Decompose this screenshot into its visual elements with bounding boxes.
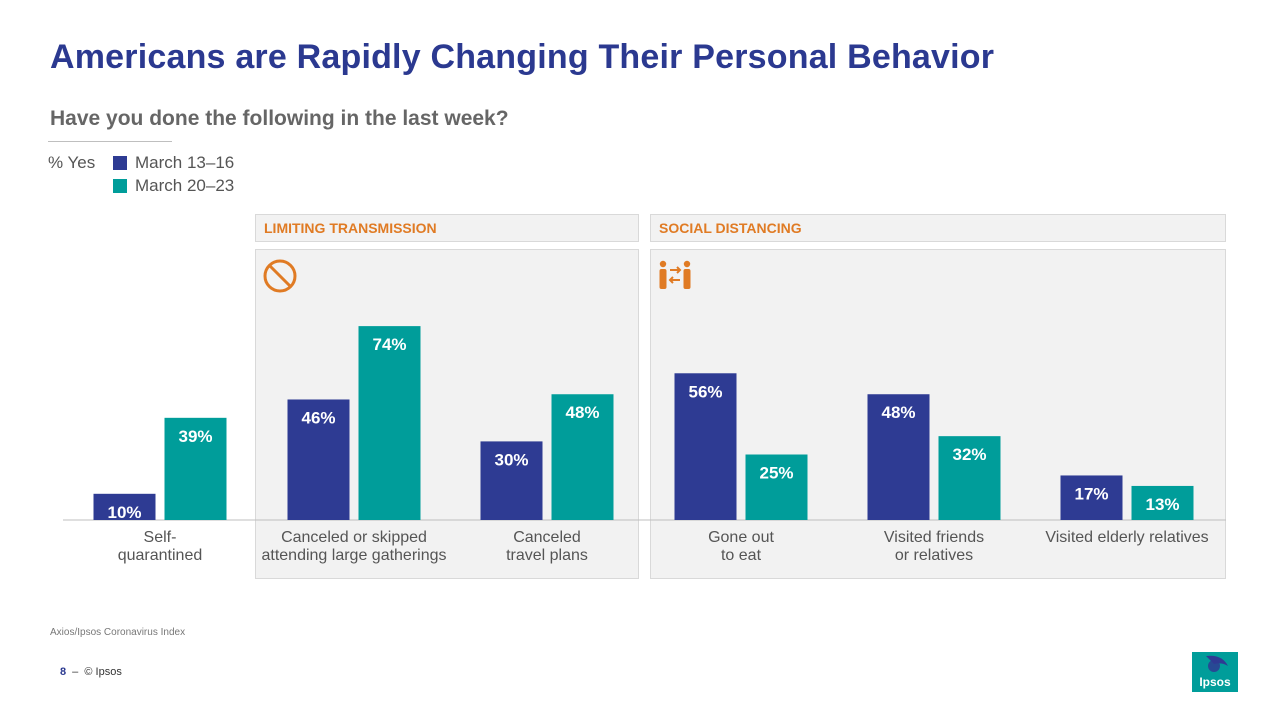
page-number: 8 (60, 666, 67, 678)
bar-value-label: 13% (1145, 495, 1179, 514)
bar (1060, 475, 1123, 520)
bar-value-label: 74% (372, 335, 406, 354)
legend-divider (48, 141, 172, 142)
copyright: © Ipsos (84, 666, 122, 678)
category-label: Canceled travel plans (506, 529, 588, 564)
legend-label: March 13–16 (135, 153, 235, 172)
category-label: Gone out to eat (708, 529, 774, 564)
bar (164, 417, 227, 520)
bar (867, 394, 930, 520)
prohibited-icon (263, 259, 297, 293)
bar-value-label: 39% (178, 427, 212, 446)
logo-text: Ipsos (1199, 675, 1231, 689)
bar-value-label: 32% (952, 445, 986, 464)
ipsos-logo: Ipsos (1192, 652, 1238, 692)
bar (938, 436, 1001, 520)
bar-value-label: 25% (759, 464, 793, 483)
panel-social-distancing (650, 249, 1226, 579)
legend-label: March 20–23 (135, 176, 235, 195)
category-label: Visited friends or relatives (883, 529, 985, 564)
legend-item-march-13-16: March 13–16 (113, 153, 234, 173)
bar (358, 326, 421, 520)
bar-value-label: 30% (494, 450, 528, 469)
panel-header-limiting-transmission: LIMITING TRANSMISSION (255, 214, 639, 242)
bar (93, 493, 156, 520)
chart-subtitle: Have you done the following in the last … (50, 107, 509, 130)
bar (480, 441, 543, 520)
bar (287, 399, 350, 520)
bar (745, 454, 808, 520)
category-label: Self- quarantined (117, 529, 203, 564)
bar-value-label: 10% (107, 503, 141, 522)
bar-value-label: 46% (301, 408, 335, 427)
bar-value-label: 48% (565, 403, 599, 422)
category-label: Canceled or skipped attending large gath… (261, 529, 447, 564)
legend-swatch (113, 156, 127, 170)
panel-header-social-distancing: SOCIAL DISTANCING (650, 214, 1226, 242)
legend-swatch (113, 179, 127, 193)
slide-title: Americans are Rapidly Changing Their Per… (50, 38, 995, 76)
legend-item-march-20-23: March 20–23 (113, 176, 234, 196)
bar-value-label: 56% (688, 382, 722, 401)
source-note: Axios/Ipsos Coronavirus Index (50, 627, 186, 638)
bar (674, 373, 737, 520)
bar (1131, 485, 1194, 520)
legend-unit-label: % Yes (48, 153, 96, 172)
footer-separator: – (72, 666, 79, 678)
bar (551, 394, 614, 520)
bar-value-label: 17% (1074, 484, 1108, 503)
people-distancing-icon (659, 260, 691, 289)
footer: 8– © Ipsos (60, 666, 122, 678)
category-label: Visited elderly relatives (1045, 529, 1209, 546)
bar-value-label: 48% (881, 403, 915, 422)
